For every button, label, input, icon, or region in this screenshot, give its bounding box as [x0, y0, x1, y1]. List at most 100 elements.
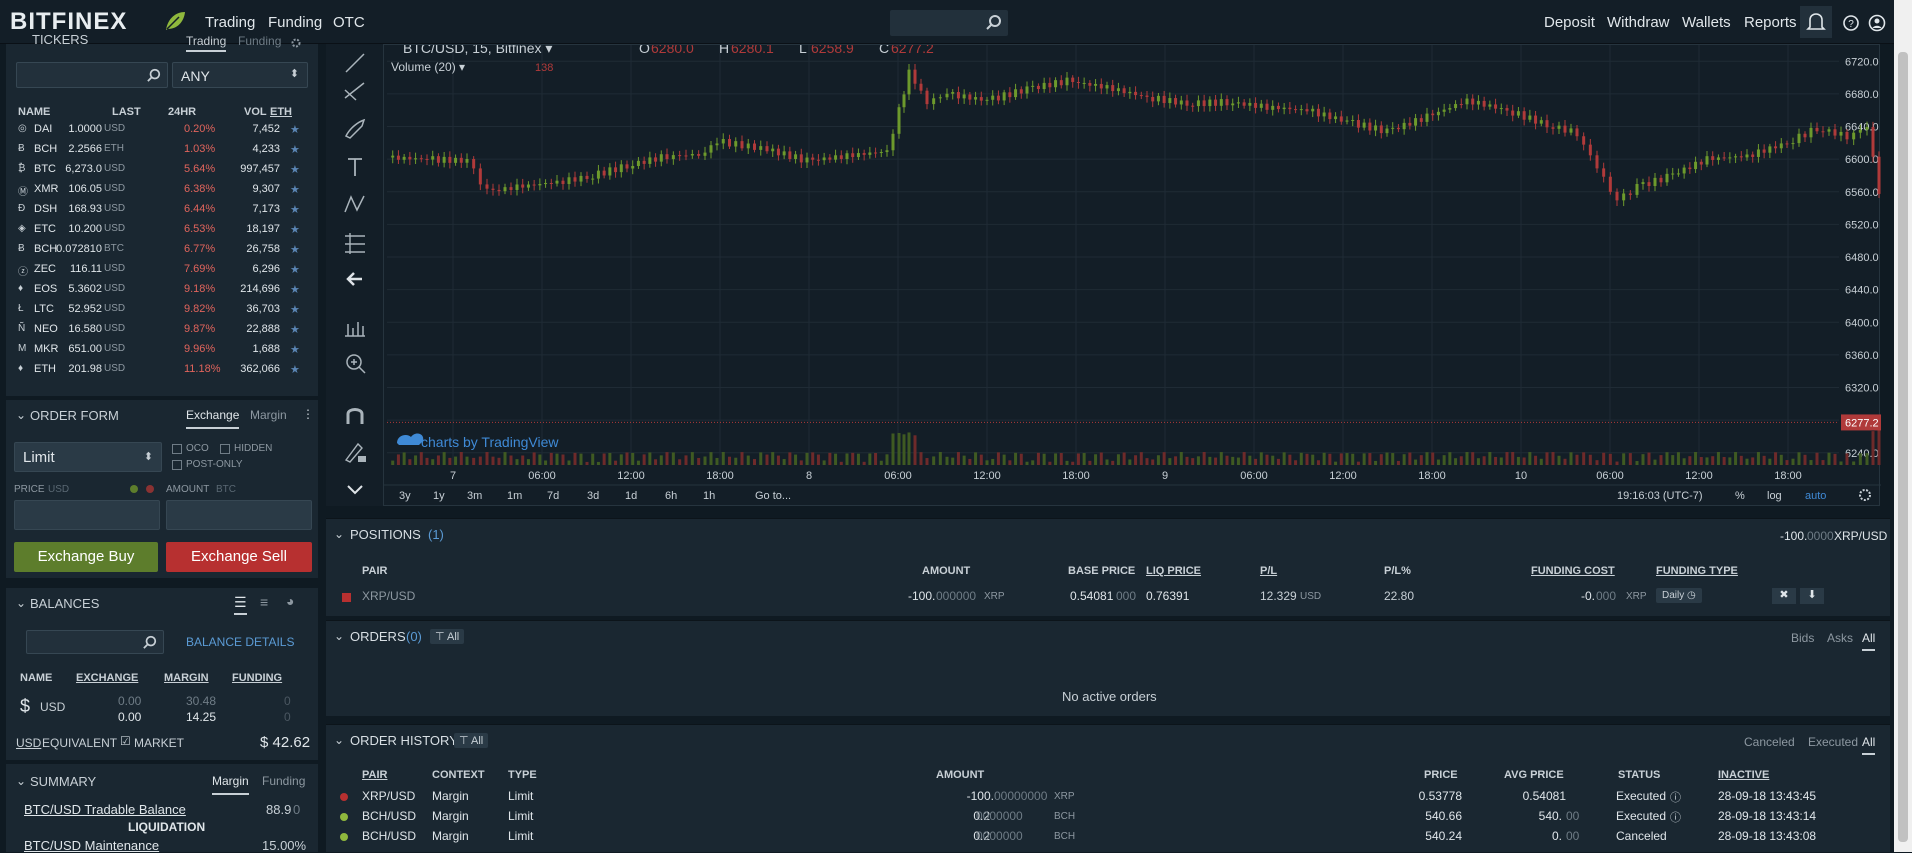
candlestick-chart[interactable]: 6720.06680.06640.06600.06560.06520.06480…	[327, 40, 1901, 507]
chevron-down-icon[interactable]: ⌄	[334, 527, 345, 541]
history-filter-button[interactable]: ⊤ All	[454, 733, 489, 748]
post-only-checkbox[interactable]	[172, 460, 182, 470]
col-last[interactable]: LAST	[112, 106, 141, 118]
ticker-row[interactable]: ₿ BTC 6,273.0 USD 5.64% 997,457 ★	[16, 160, 316, 180]
star-icon[interactable]: ★	[290, 124, 300, 136]
range-button-6[interactable]: 1d	[625, 490, 637, 502]
tab-tickers-funding[interactable]: Funding	[238, 34, 282, 48]
ticker-row[interactable]: Ƀ BCH 2.2566 ETH 1.03% 4,233 ★	[16, 140, 316, 160]
close-position-button[interactable]: ✖	[1772, 588, 1796, 604]
fib-tool-icon[interactable]	[342, 78, 368, 104]
reports-link[interactable]: Reports	[1744, 14, 1797, 31]
col-pos-plp[interactable]: P/L%	[1384, 565, 1411, 577]
ticker-row[interactable]: Ñ NEO 16.580 USD 9.87% 22,888 ★	[16, 320, 316, 340]
col-pos-base-price[interactable]: BASE PRICE	[1068, 565, 1136, 577]
col-bal-name[interactable]: NAME	[20, 672, 53, 684]
ticker-row[interactable]: M MKR 651.00 USD 9.96% 1,688 ★	[16, 340, 316, 360]
orders-tab-bids[interactable]: Bids	[1791, 631, 1815, 645]
ticker-row[interactable]: Ð DSH 168.93 USD 6.44% 7,173 ★	[16, 200, 316, 220]
ticker-row[interactable]: ◈ ETC 10.200 USD 6.53% 18,197 ★	[16, 220, 316, 240]
market-checkbox[interactable]: ☑	[120, 734, 131, 748]
exchange-sell-button[interactable]: Exchange Sell	[166, 542, 312, 572]
collapse-toolbar-icon[interactable]	[342, 476, 368, 502]
range-button-7[interactable]: 6h	[665, 490, 677, 502]
info-icon[interactable]: ⓘ	[1670, 792, 1681, 804]
col-hist-inactive[interactable]: INACTIVE	[1718, 769, 1770, 781]
account-icon[interactable]	[1864, 10, 1890, 36]
price-chart[interactable]: 6720.0 6680.0 6640.0 6600.0 6560.0 6520.0 6480…	[326, 40, 1901, 507]
balance-search-input[interactable]	[26, 630, 164, 654]
col-exchange[interactable]: EXCHANGE	[76, 672, 139, 684]
star-icon[interactable]: ★	[290, 304, 300, 316]
orders-filter-button[interactable]: ⊤ All	[430, 629, 465, 644]
oco-checkbox[interactable]	[172, 444, 182, 454]
ticker-row[interactable]: ♦ ETH 201.98 USD 11.18% 362,066 ★	[16, 360, 316, 380]
col-funding[interactable]: FUNDING	[232, 672, 283, 684]
help-icon[interactable]: ?	[1838, 10, 1864, 36]
col-pos-funding-cost[interactable]: FUNDING COST	[1531, 565, 1615, 577]
star-icon[interactable]: ★	[290, 144, 300, 156]
equiv-currency[interactable]: USD	[16, 736, 42, 750]
range-button-9[interactable]: Go to...	[755, 490, 791, 502]
chart-settings-gear-icon[interactable]	[1859, 489, 1871, 501]
nav-otc[interactable]: OTC	[333, 14, 365, 31]
pie-chart-icon[interactable]: ◕	[286, 593, 295, 609]
bitfinex-logo[interactable]: BITFINEX	[10, 8, 128, 35]
ticker-search-input[interactable]	[16, 62, 168, 88]
history-tab-executed[interactable]: Executed	[1808, 735, 1859, 749]
claim-position-button[interactable]: ⬇	[1800, 588, 1824, 604]
text-tool-icon[interactable]	[342, 154, 368, 180]
orders-tab-asks[interactable]: Asks	[1827, 631, 1854, 645]
ticker-row[interactable]: ⓩ ZEC 116.11 USD 7.69% 6,296 ★	[16, 260, 316, 280]
col-pos-amount[interactable]: AMOUNT	[922, 565, 971, 577]
global-search-input[interactable]	[890, 10, 1008, 36]
tab-summary-margin[interactable]: Margin	[212, 774, 249, 795]
ticker-row[interactable]: ♦ EOS 5.3602 USD 9.18% 214,696 ★	[16, 280, 316, 300]
star-icon[interactable]: ★	[290, 284, 300, 296]
notifications-button[interactable]	[1800, 6, 1832, 38]
gear-icon[interactable]	[290, 37, 302, 49]
range-button-0[interactable]: 3y	[399, 490, 411, 502]
measure-tool-icon[interactable]	[342, 314, 368, 340]
trendline-tool-icon[interactable]	[342, 50, 368, 76]
tab-exchange[interactable]: Exchange	[186, 408, 240, 429]
hidden-checkbox[interactable]	[220, 444, 230, 454]
range-button-1[interactable]: 1y	[433, 490, 445, 502]
star-icon[interactable]: ★	[290, 164, 300, 176]
balance-details-link[interactable]: BALANCE DETAILS	[186, 635, 295, 649]
detail-view-icon[interactable]: ≡	[260, 594, 269, 610]
ticker-filter-select[interactable]: ANY ⬍	[172, 62, 308, 88]
tab-tickers-trading[interactable]: Trading	[186, 34, 227, 52]
col-pos-liq-price[interactable]: LIQ PRICE	[1146, 565, 1202, 577]
wallets-link[interactable]: Wallets	[1682, 14, 1731, 31]
nav-funding[interactable]: Funding	[268, 14, 323, 31]
amount-input[interactable]	[166, 500, 312, 530]
maintenance-label[interactable]: BTC/USD Maintenance	[24, 838, 160, 853]
star-icon[interactable]: ★	[290, 364, 300, 376]
nav-trading[interactable]: Trading	[205, 14, 256, 31]
info-icon[interactable]: ⓘ	[1670, 812, 1681, 824]
scrollbar-thumb[interactable]	[1898, 52, 1908, 842]
order-type-select[interactable]: Limit ⬍	[14, 442, 162, 472]
range-button-4[interactable]: 7d	[547, 490, 559, 502]
col-pos-funding-type[interactable]: FUNDING TYPE	[1656, 565, 1738, 577]
col-hist-avg-price[interactable]: AVG PRICE	[1504, 769, 1564, 781]
history-tab-all[interactable]: All	[1862, 735, 1876, 755]
auto-scale-button[interactable]: auto	[1805, 490, 1826, 502]
star-icon[interactable]: ★	[290, 204, 300, 216]
ticker-row[interactable]: Ⓜ XMR 106.05 USD 6.38% 9,307 ★	[16, 180, 316, 200]
chevron-down-icon[interactable]: ⌄	[16, 596, 27, 610]
col-24hr[interactable]: 24HR	[168, 106, 197, 118]
col-vol-unit[interactable]: ETH	[270, 106, 292, 118]
percent-scale-button[interactable]: %	[1735, 490, 1745, 502]
chevron-down-icon[interactable]: ⌄	[16, 408, 27, 422]
zoom-in-icon[interactable]	[342, 350, 368, 376]
tradable-balance-label[interactable]: BTC/USD Tradable Balance	[24, 802, 186, 817]
star-icon[interactable]: ★	[290, 264, 300, 276]
col-hist-type[interactable]: TYPE	[508, 769, 537, 781]
col-name[interactable]: NAME	[18, 106, 51, 118]
deposit-link[interactable]: Deposit	[1544, 14, 1595, 31]
volume-legend[interactable]: Volume (20) ▾	[391, 60, 465, 74]
range-button-8[interactable]: 1h	[703, 490, 715, 502]
price-input[interactable]	[14, 500, 160, 530]
